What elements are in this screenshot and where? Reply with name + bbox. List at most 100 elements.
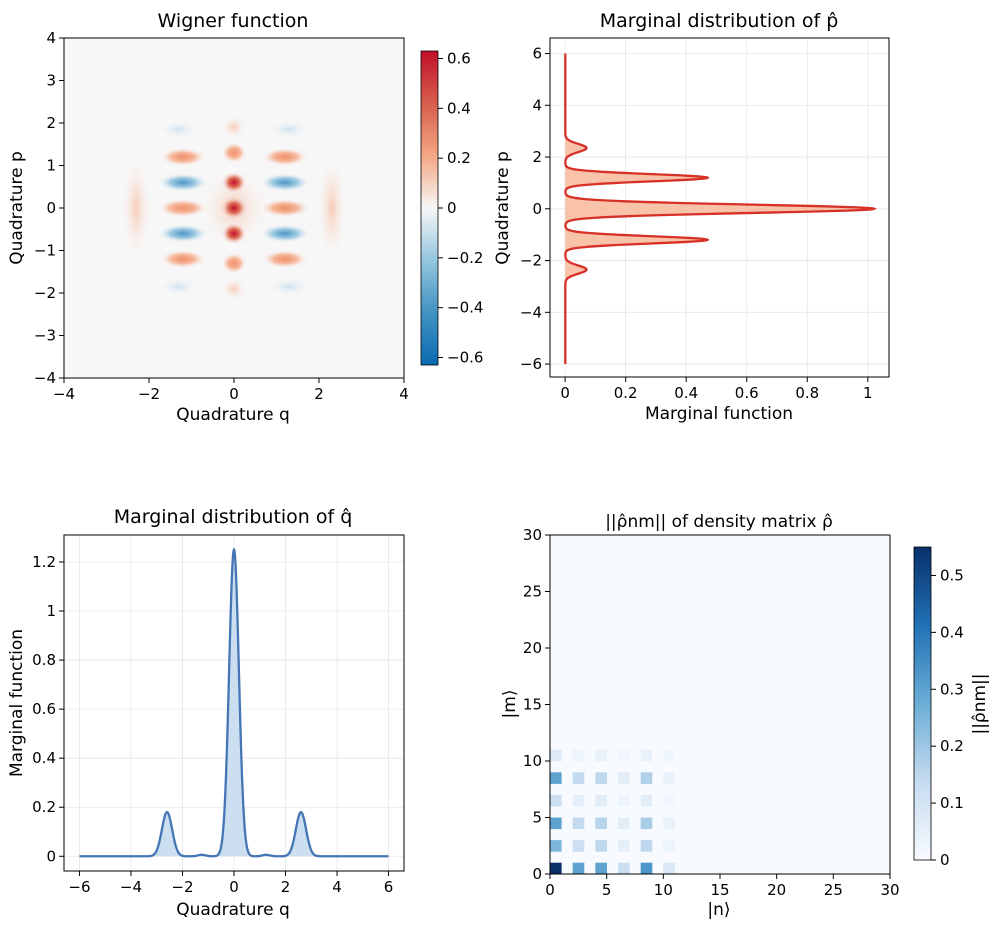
wigner-negative-lobe	[259, 173, 311, 192]
marginal-p-y-tick-label: 2	[532, 148, 542, 166]
density-cell	[550, 840, 562, 852]
density-cell	[640, 772, 653, 784]
density-cell	[595, 840, 607, 852]
wigner-peak	[220, 196, 248, 220]
density-colorbar	[913, 546, 932, 861]
wigner-x-tick-label: 2	[314, 385, 324, 403]
wigner-y-tick-label: 3	[46, 72, 56, 90]
marginal-p-area	[565, 53, 875, 365]
density-cell	[550, 772, 562, 784]
marginal-q-x-label: Quadrature q	[176, 900, 289, 920]
wigner-y-tick-label: 2	[46, 114, 56, 132]
density-panel: ||ρ̂nm|| of density matrix ρ̂ 0 5 10 15 20 25…	[500, 512, 990, 920]
density-colorbar-label: ||ρ̂nm||	[970, 673, 990, 734]
density-cell	[618, 749, 630, 762]
marginal-q-y-tick-label: 0	[46, 847, 56, 865]
marginal-p-frame	[549, 37, 890, 378]
marginal-p-x-tick-label: 0.6	[735, 384, 759, 402]
wigner-y-label: Quadrature p	[7, 151, 27, 264]
marginal-q-y-tick-label: 1	[46, 602, 56, 620]
wigner-y-ticks: −4 −3 −2 −1 0 1 2 3 4	[34, 29, 64, 387]
wigner-positive-lobe	[261, 147, 309, 167]
density-x-tick-label: 30	[880, 881, 899, 899]
wigner-colorbar-tick-label: −0.4	[447, 299, 483, 317]
density-cell	[640, 794, 653, 807]
marginal-q-line	[79, 547, 389, 858]
wigner-colorbar-tick-label: −0.6	[447, 349, 483, 367]
density-title: ||ρ̂nm|| of density matrix ρ̂	[605, 512, 833, 532]
density-y-tick-label: 20	[523, 639, 542, 657]
wigner-positive-lobe	[261, 249, 309, 269]
density-x-tick-label: 0	[545, 881, 555, 899]
density-cell	[572, 840, 585, 852]
wigner-y-tick-label: 4	[46, 29, 56, 47]
density-cell	[618, 794, 630, 807]
density-cell	[595, 817, 607, 830]
marginal-q-x-tick-label: 2	[281, 878, 291, 896]
wigner-x-label: Quadrature q	[176, 405, 289, 425]
marginal-q-area	[79, 549, 389, 857]
wigner-negative-lobe	[157, 173, 209, 192]
wigner-x-tick-label: −4	[53, 385, 75, 403]
wigner-negative-lobe	[268, 277, 311, 296]
wigner-x-tick-label: −2	[138, 385, 160, 403]
wigner-negative-lobe	[157, 224, 209, 243]
marginal-p-x-tick-label: 0	[560, 384, 570, 402]
marginal-q-y-tick-label: 0.8	[32, 651, 56, 669]
wigner-negative-lobe	[157, 277, 200, 296]
wigner-colorbar-tick-label: 0	[447, 199, 457, 217]
wigner-heatmap	[121, 115, 347, 301]
density-cell	[663, 817, 675, 830]
marginal-q-y-label: Marginal function	[7, 629, 27, 777]
marginal-p-y-tick-label: −2	[520, 252, 542, 270]
wigner-colorbar-tick-label: 0.2	[447, 149, 471, 167]
marginal-p-panel: Marginal distribution of p̂ 0 0.2 0.4 0.6 0.…	[493, 10, 890, 424]
density-y-tick-label: 30	[523, 526, 542, 544]
wigner-colorbar	[420, 50, 439, 366]
density-cell	[618, 817, 630, 830]
marginal-p-x-tick-label: 0.8	[795, 384, 819, 402]
density-cell	[663, 749, 675, 762]
marginal-p-y-tick-label: 0	[532, 200, 542, 218]
marginal-q-panel: Marginal distribution of q̂ −6 −4 −2 0 2 4 6 0…	[7, 506, 405, 920]
wigner-negative-lobe	[259, 224, 311, 243]
wigner-y-tick-label: −4	[34, 369, 56, 387]
wigner-colorbar-ticks: −0.6 −0.4 −0.2 0 0.2 0.4 0.6	[438, 49, 483, 367]
wigner-panel: Wigner function −4 −2 0 2 4 −4 −3 −2 −1 0 1 2 3 4 Qu…	[7, 10, 483, 425]
density-cell	[618, 772, 630, 784]
wigner-colorbar-tick-label: 0.4	[447, 99, 471, 117]
density-cell	[572, 794, 585, 807]
marginal-p-y-tick-label: −4	[520, 303, 542, 321]
wigner-positive-lobe	[159, 249, 207, 269]
density-cell	[572, 749, 585, 762]
wigner-y-tick-label: 0	[46, 199, 56, 217]
wigner-positive-lobe	[221, 115, 247, 140]
density-cell	[550, 862, 562, 875]
marginal-p-y-ticks: −6 −4 −2 0 2 4 6	[520, 45, 550, 373]
wigner-positive-lobe	[157, 198, 209, 218]
density-cell	[618, 840, 630, 852]
density-colorbar-tick-label: 0.3	[940, 680, 964, 698]
density-colorbar-ticks: 0 0.1 0.2 0.3 0.4 0.5	[931, 566, 964, 869]
density-x-label: |n⟩	[707, 900, 730, 920]
marginal-q-y-ticks: 0 0.2 0.4 0.6 0.8 1 1.2	[32, 553, 64, 865]
wigner-positive-lobe	[159, 147, 207, 167]
marginal-q-y-tick-label: 0.6	[32, 700, 56, 718]
wigner-positive-lobe	[259, 198, 311, 218]
marginal-p-x-tick-label: 0.4	[674, 384, 698, 402]
marginal-p-y-tick-label: 6	[532, 45, 542, 63]
wigner-colorbar-tick-label: 0.6	[447, 49, 471, 67]
density-cell	[640, 840, 653, 852]
marginal-q-x-tick-label: 4	[332, 878, 342, 896]
marginal-q-y-tick-label: 1.2	[32, 553, 56, 571]
wigner-negative-lobe	[157, 120, 200, 139]
wigner-positive-lobe	[221, 276, 247, 301]
marginal-p-x-tick-label: 1	[863, 384, 873, 402]
density-cell	[640, 749, 653, 762]
density-y-tick-label: 25	[523, 583, 542, 601]
marginal-q-x-tick-label: −2	[171, 878, 193, 896]
marginal-q-title: Marginal distribution of q̂	[114, 506, 353, 528]
density-y-tick-label: 10	[523, 752, 542, 770]
wigner-x-ticks: −4 −2 0 2 4	[53, 378, 409, 403]
density-x-tick-label: 20	[767, 881, 786, 899]
